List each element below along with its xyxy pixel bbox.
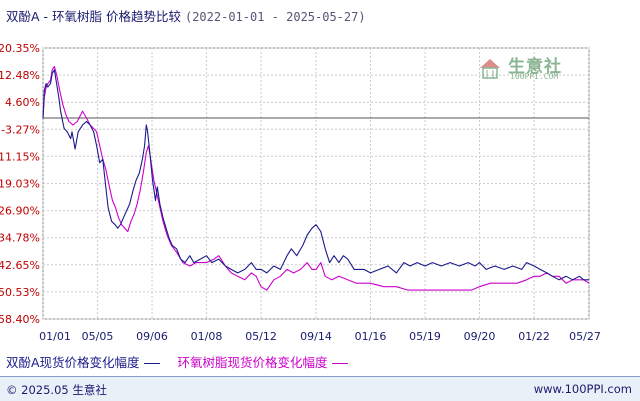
chart-title: 双酚A - 环氧树脂 价格趋势比较 (2022-01-01 - 2025-05-… <box>6 6 366 25</box>
chart-canvas: 20.35% 12.48% 4.60% -3.27% -11.15% -19.03% -26… <box>0 42 601 343</box>
legend-swatch-series2 <box>331 363 348 364</box>
x-tick-label: 09/06 <box>136 330 168 343</box>
x-tick-label: 01/22 <box>518 330 550 343</box>
watermark-text: 生意社 <box>508 57 562 77</box>
x-tick-label: 01/01 <box>39 330 71 343</box>
watermark: 生意社 100PPI.COM <box>480 52 562 81</box>
y-tick-label: -19.03% <box>0 178 40 191</box>
x-tick-label: 05/19 <box>409 330 441 343</box>
watermark-house-icon <box>480 59 500 79</box>
series-line-bisphenol-a <box>42 69 589 281</box>
x-tick-label: 05/05 <box>82 330 114 343</box>
y-tick-label: -11.15% <box>0 150 40 163</box>
x-tick-label: 09/20 <box>464 330 496 343</box>
legend-item-series2: 环氧树脂现货价格变化幅度 <box>178 352 348 371</box>
grid-layer <box>42 47 590 320</box>
y-tick-label: -50.53% <box>0 286 40 299</box>
footer-bar: © 2025.05 生意社 www.100PPI.com <box>0 376 640 401</box>
legend-swatch-series1 <box>143 363 160 364</box>
chart-date-range: (2022-01-01 - 2025-05-27) <box>184 10 366 24</box>
legend-item-series1: 双酚A现货价格变化幅度 <box>6 352 160 371</box>
x-tick-label: 05/12 <box>245 330 277 343</box>
watermark-url: 100PPI.COM <box>510 72 559 81</box>
legend-label-series1: 双酚A现货价格变化幅度 <box>6 355 140 370</box>
y-tick-label: -58.40% <box>0 313 40 326</box>
legend-label-series2: 环氧树脂现货价格变化幅度 <box>177 355 328 370</box>
x-axis-ticks: 01/01 05/05 09/06 01/08 05/12 09/14 01/16 05/19… <box>39 330 601 343</box>
y-tick-label: -42.65% <box>0 259 40 272</box>
y-tick-label: -26.90% <box>0 205 40 218</box>
footer-site-link[interactable]: www.100PPI.com <box>533 382 632 396</box>
x-tick-label: 09/14 <box>300 330 332 343</box>
footer-copyright: © 2025.05 生意社 <box>6 383 107 397</box>
chart-legend: 双酚A现货价格变化幅度 环氧树脂现货价格变化幅度 <box>6 352 362 371</box>
chart-title-text: 双酚A - 环氧树脂 价格趋势比较 <box>6 9 181 24</box>
series-layer <box>42 65 590 291</box>
x-tick-label: 05/27 <box>569 330 601 343</box>
plot-area: 20.35% 12.48% 4.60% -3.27% -11.15% -19.03% -26… <box>0 42 601 343</box>
x-tick-label: 01/16 <box>355 330 387 343</box>
y-tick-label: -34.78% <box>0 232 40 245</box>
y-axis-ticks: 20.35% 12.48% 4.60% -3.27% -11.15% -19.03% -26… <box>0 42 40 326</box>
y-tick-label: -3.27% <box>1 123 40 136</box>
y-tick-label: 12.48% <box>0 69 40 82</box>
y-tick-label: 4.60% <box>5 96 40 109</box>
y-tick-label: 20.35% <box>0 42 40 55</box>
x-tick-label: 01/08 <box>191 330 223 343</box>
